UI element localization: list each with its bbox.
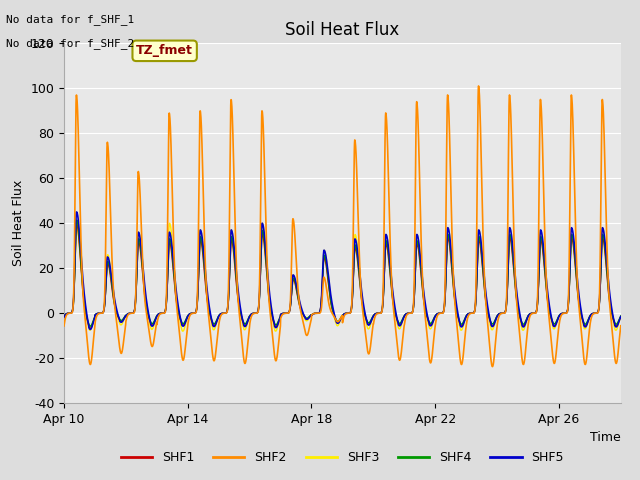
Text: No data for f_SHF_2: No data for f_SHF_2 bbox=[6, 38, 134, 49]
Legend: SHF1, SHF2, SHF3, SHF4, SHF5: SHF1, SHF2, SHF3, SHF4, SHF5 bbox=[116, 446, 569, 469]
Title: Soil Heat Flux: Soil Heat Flux bbox=[285, 21, 399, 39]
Text: TZ_fmet: TZ_fmet bbox=[136, 44, 193, 57]
Y-axis label: Soil Heat Flux: Soil Heat Flux bbox=[12, 180, 25, 266]
Text: No data for f_SHF_1: No data for f_SHF_1 bbox=[6, 14, 134, 25]
X-axis label: Time: Time bbox=[590, 432, 621, 444]
